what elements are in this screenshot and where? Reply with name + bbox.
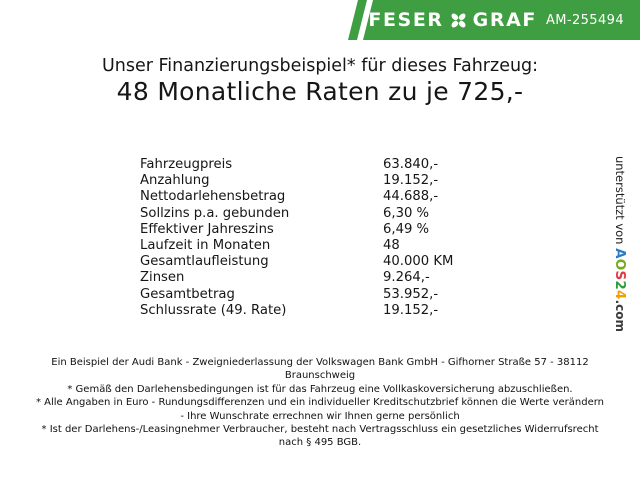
row-label: Laufzeit in Monaten <box>140 238 271 254</box>
fine-print-line: * Alle Angaben in Euro - Rundungsdiffere… <box>35 397 605 409</box>
row-value: 6,30 % <box>383 205 430 221</box>
supported-by-text: unterstützt von <box>613 155 627 249</box>
aos24-logo-letter: 4 <box>612 290 628 300</box>
legal-fine-print: Ein Beispiel der Audi Bank - Zweignieder… <box>0 356 640 450</box>
page-title-subline: Unser Finanzierungsbeispiel* für dieses … <box>101 56 539 76</box>
table-row: Schlussrate (49. Rate) 19.152,- <box>140 303 453 319</box>
aos24-logo-letter: A <box>612 248 628 259</box>
row-value: 53.952,- <box>383 286 439 302</box>
fine-print-line: Ein Beispiel der Audi Bank - Zweignieder… <box>51 357 589 368</box>
finance-table: Fahrzeugpreis 63.840,- Anzahlung 19.152,… <box>140 157 453 319</box>
fine-print-line: nach § 495 BGB. <box>278 437 362 449</box>
aos24-logo-letter: S <box>612 270 628 281</box>
row-label: Gesamtlaufleistung <box>140 254 269 270</box>
header-banner: FESER GRAF AM-255494 <box>0 0 640 40</box>
page-title-main: 48 Monatliche Raten zu je 725,- <box>116 77 524 106</box>
row-value: 63.840,- <box>383 157 439 172</box>
clover-icon <box>451 13 466 27</box>
title-block: Unser Finanzierungsbeispiel* für dieses … <box>0 55 640 107</box>
supported-by-sidenote: unterstützt von AOS24.com <box>611 146 629 342</box>
row-value: 44.688,- <box>383 189 439 205</box>
row-label: Sollzins p.a. gebunden <box>140 205 290 221</box>
table-row: Gesamtlaufleistung 40.000 KM <box>140 254 453 270</box>
table-row: Fahrzeugpreis 63.840,- <box>140 157 453 173</box>
row-value: 6,49 % <box>383 221 430 237</box>
brand-lockup: FESER GRAF AM-255494 <box>368 0 624 40</box>
aos24-domain-suffix: .com <box>613 299 627 333</box>
table-row: Sollzins p.a. gebunden 6,30 % <box>140 206 453 222</box>
table-row: Nettodarlehensbetrag 44.688,- <box>140 189 453 205</box>
table-row: Laufzeit in Monaten 48 <box>140 238 453 254</box>
row-value: 48 <box>383 238 400 254</box>
aos24-logo: AOS24 <box>612 248 628 299</box>
fine-print-line: - Ihre Wunschrate errechnen wir Ihnen ge… <box>180 410 460 422</box>
table-row: Anzahlung 19.152,- <box>140 173 453 189</box>
aos24-logo-letter: 2 <box>612 280 628 291</box>
aos24-logo-letter: O <box>612 258 628 271</box>
row-label: Zinsen <box>140 270 185 286</box>
banner-background <box>363 0 640 40</box>
row-value: 19.152,- <box>383 302 439 318</box>
row-label: Effektiver Jahreszins <box>140 221 274 237</box>
vehicle-reference-number: AM-255494 <box>545 12 624 28</box>
fine-print-line: Braunschweig <box>284 370 356 382</box>
fine-print-line: * Ist der Darlehens-/Leasingnehmer Verbr… <box>41 424 599 436</box>
table-row: Effektiver Jahreszins 6,49 % <box>140 222 453 238</box>
row-label: Fahrzeugpreis <box>140 157 233 172</box>
row-label: Schlussrate (49. Rate) <box>140 302 287 318</box>
row-value: 40.000 KM <box>383 254 454 270</box>
row-label: Gesamtbetrag <box>140 286 235 302</box>
row-label: Anzahlung <box>140 173 210 189</box>
brand-name-right: GRAF <box>472 9 537 31</box>
table-row: Gesamtbetrag 53.952,- <box>140 287 453 303</box>
row-value: 9.264,- <box>383 270 430 286</box>
row-label: Nettodarlehensbetrag <box>140 189 286 205</box>
brand-name-left: FESER <box>368 9 444 31</box>
row-value: 19.152,- <box>383 173 439 189</box>
table-row: Zinsen 9.264,- <box>140 270 453 286</box>
fine-print-line: * Gemäß den Darlehensbedingungen ist für… <box>67 383 573 395</box>
